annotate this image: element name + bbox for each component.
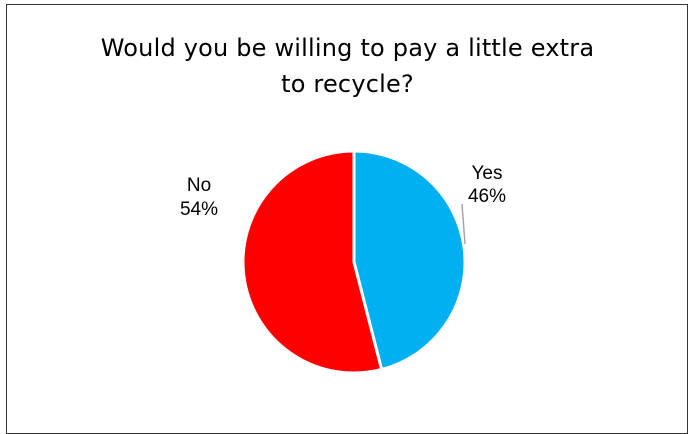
chart-title-line-1: Would you be willing to pay a little ext… xyxy=(100,34,595,62)
slice-label-yes-value: 46% xyxy=(468,186,506,207)
pie-slice-yes xyxy=(352,149,467,372)
pie-chart: Yes 46% No 54% xyxy=(180,149,506,375)
slice-label-no-value: 54% xyxy=(180,199,218,220)
slice-label-no-category: No xyxy=(187,175,211,196)
pie-slices xyxy=(241,149,467,375)
slice-label-yes-category: Yes xyxy=(472,163,503,184)
chart-title: Would you be willing to pay a little ext… xyxy=(0,30,695,102)
pie-slice-no xyxy=(241,149,384,375)
leader-line-yes xyxy=(461,203,466,245)
chart-title-line-2: to recycle? xyxy=(281,70,414,98)
